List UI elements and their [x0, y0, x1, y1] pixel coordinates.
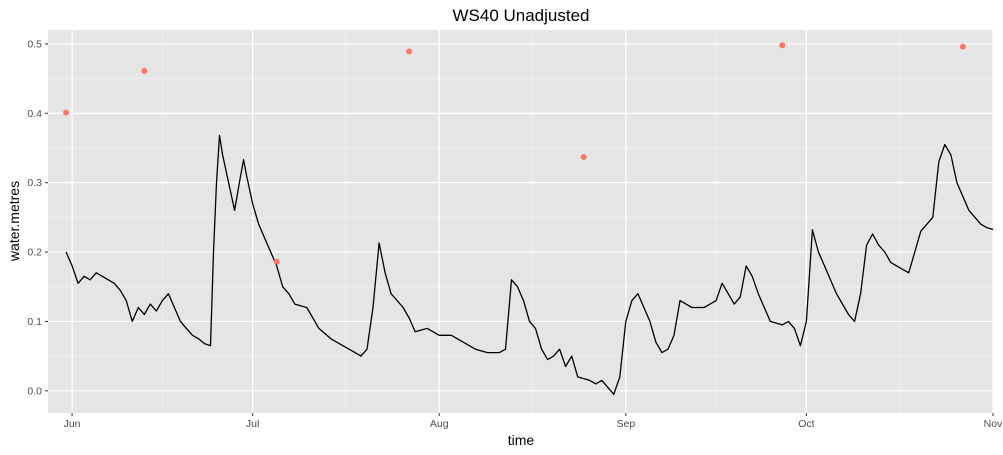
- data-point: [580, 153, 587, 160]
- y-tick-label: 0.0: [27, 385, 42, 397]
- x-tick-label: Nov: [984, 418, 1003, 430]
- minor-gridlines: [48, 30, 993, 413]
- x-tick-label: Sep: [616, 418, 635, 430]
- data-point: [779, 42, 786, 49]
- y-tick-label: 0.4: [27, 108, 42, 120]
- major-gridlines: [48, 30, 994, 413]
- x-axis-title: time: [508, 432, 535, 448]
- water-level-line: [65, 134, 993, 395]
- data-point: [273, 258, 280, 265]
- y-tick-label: 0.2: [27, 247, 42, 259]
- chart-title: WS40 Unadjusted: [452, 6, 589, 25]
- data-point: [406, 48, 413, 55]
- y-tick-label: 0.1: [27, 316, 42, 328]
- y-axis: 0.0 0.1 0.2 0.3 0.4 0.5: [27, 38, 48, 397]
- series-layer: [63, 42, 993, 395]
- x-tick-label: Aug: [430, 418, 449, 430]
- x-tick-label: Jun: [64, 418, 81, 430]
- data-point: [63, 109, 70, 116]
- y-tick-label: 0.3: [27, 177, 42, 189]
- y-tick-label: 0.5: [27, 38, 42, 50]
- data-point: [959, 43, 966, 50]
- y-axis-title: water.metres: [6, 181, 22, 262]
- x-tick-label: Oct: [798, 418, 814, 430]
- x-tick-label: Jul: [246, 418, 259, 430]
- data-point: [141, 67, 148, 74]
- plot-panel: [48, 30, 993, 413]
- x-axis: Jun Jul Aug Sep Oct Nov: [64, 413, 1003, 430]
